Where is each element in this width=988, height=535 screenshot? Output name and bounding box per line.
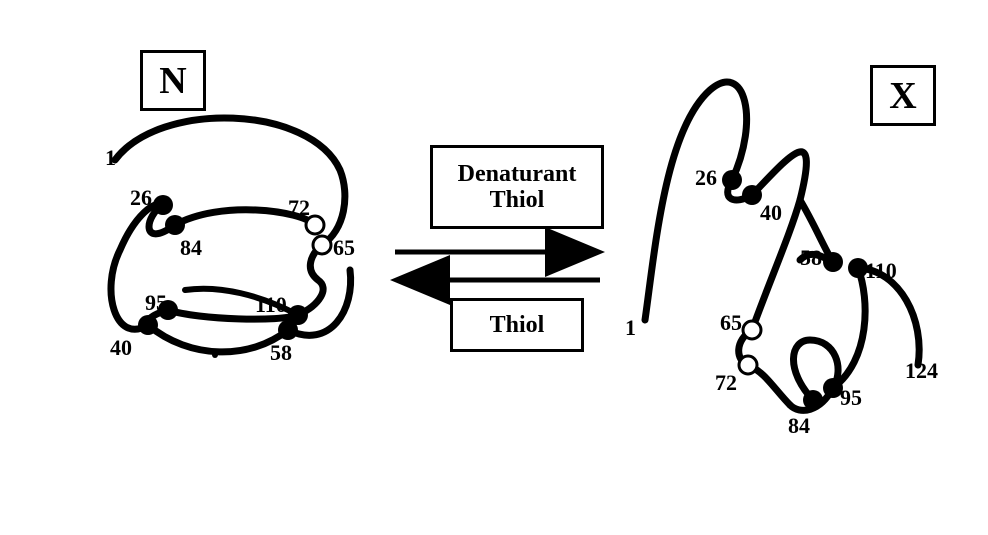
n-num-110: 110: [255, 292, 287, 318]
n-num-58: 58: [270, 340, 292, 366]
n-num-95: 95: [145, 290, 167, 316]
structure-x: [645, 82, 919, 410]
x-num-1: 1: [625, 315, 636, 341]
x-num-58: 58: [800, 245, 822, 271]
x-num-65: 65: [720, 310, 742, 336]
x-num-124: 124: [905, 358, 938, 384]
x-num-40: 40: [760, 200, 782, 226]
n-num-1: 1: [105, 145, 116, 171]
n-num-72: 72: [288, 195, 310, 221]
n-num-40: 40: [110, 335, 132, 361]
x-num-72: 72: [715, 370, 737, 396]
n-num-84: 84: [180, 235, 202, 261]
x-num-110: 110: [865, 258, 897, 284]
n-num-26: 26: [130, 185, 152, 211]
n-num-65: 65: [333, 235, 355, 261]
x-num-26: 26: [695, 165, 717, 191]
x-num-95: 95: [840, 385, 862, 411]
equilibrium-arrows: [395, 252, 600, 280]
x-num-84: 84: [788, 413, 810, 439]
diagram-svg: [0, 0, 988, 535]
